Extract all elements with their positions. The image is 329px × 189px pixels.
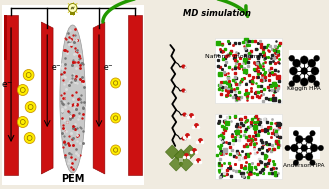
Bar	[2, 5, 144, 185]
Circle shape	[292, 75, 301, 83]
Circle shape	[111, 145, 120, 155]
Circle shape	[314, 81, 319, 87]
Text: e$^{-}$: e$^{-}$	[1, 80, 13, 90]
Circle shape	[292, 59, 301, 67]
Polygon shape	[174, 149, 188, 163]
Circle shape	[301, 145, 308, 152]
Circle shape	[285, 145, 290, 151]
Circle shape	[308, 59, 316, 67]
Polygon shape	[4, 15, 18, 175]
Bar	[289, 127, 320, 159]
Text: Anderson HPA: Anderson HPA	[284, 163, 325, 168]
Bar	[215, 114, 282, 179]
Text: Keggin HPA: Keggin HPA	[287, 86, 321, 91]
Text: Nafion® monomer: Nafion® monomer	[205, 54, 264, 60]
Ellipse shape	[60, 25, 85, 173]
Text: e$^{-}$: e$^{-}$	[51, 63, 62, 73]
Circle shape	[289, 55, 295, 61]
Circle shape	[310, 160, 315, 166]
Circle shape	[293, 160, 299, 166]
Bar	[179, 158, 183, 162]
Circle shape	[318, 145, 323, 151]
Polygon shape	[128, 15, 142, 175]
Circle shape	[17, 84, 28, 95]
Circle shape	[301, 67, 308, 74]
Polygon shape	[93, 22, 105, 174]
Circle shape	[68, 4, 77, 12]
Text: e$^{-}$: e$^{-}$	[103, 63, 114, 73]
Bar	[215, 38, 282, 103]
Circle shape	[111, 78, 120, 88]
Text: PEM: PEM	[61, 174, 84, 184]
Circle shape	[291, 144, 298, 152]
Text: MD simulation: MD simulation	[183, 9, 251, 19]
Circle shape	[25, 101, 36, 112]
Circle shape	[23, 70, 34, 81]
Circle shape	[295, 153, 303, 161]
Circle shape	[17, 116, 28, 128]
Polygon shape	[4, 15, 7, 60]
Circle shape	[293, 130, 299, 136]
Polygon shape	[183, 145, 197, 159]
Circle shape	[300, 56, 308, 64]
Circle shape	[308, 75, 316, 83]
Circle shape	[311, 67, 319, 75]
Bar	[70, 12, 75, 15]
Circle shape	[295, 135, 303, 143]
Circle shape	[310, 144, 318, 152]
Circle shape	[305, 135, 313, 143]
Polygon shape	[41, 22, 53, 174]
Circle shape	[289, 67, 297, 75]
Polygon shape	[165, 145, 179, 159]
Circle shape	[300, 78, 308, 86]
Polygon shape	[179, 157, 193, 171]
Circle shape	[305, 153, 313, 161]
Circle shape	[314, 55, 319, 61]
Circle shape	[289, 81, 295, 87]
Circle shape	[310, 130, 315, 136]
Circle shape	[24, 132, 35, 143]
Polygon shape	[169, 157, 183, 171]
Bar	[289, 50, 320, 82]
Circle shape	[111, 113, 120, 123]
